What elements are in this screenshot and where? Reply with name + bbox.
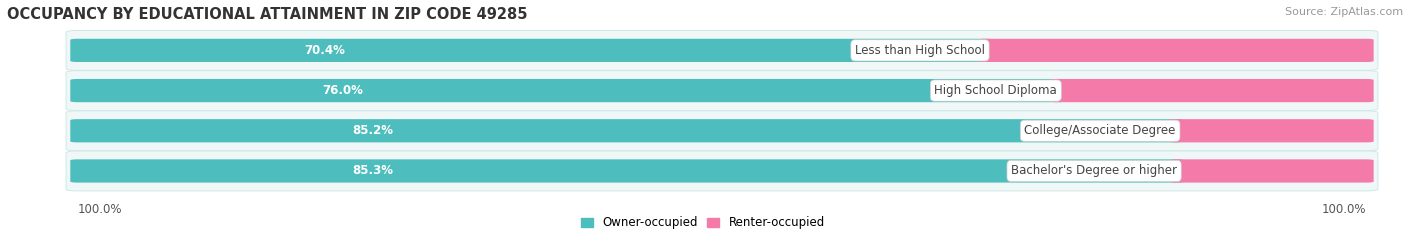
Text: 85.2%: 85.2% [352, 124, 392, 137]
Text: 100.0%: 100.0% [77, 203, 122, 216]
Text: Bachelor's Degree or higher: Bachelor's Degree or higher [1011, 164, 1177, 178]
Text: High School Diploma: High School Diploma [935, 84, 1057, 97]
Text: 85.3%: 85.3% [353, 164, 394, 178]
Text: 100.0%: 100.0% [1322, 203, 1367, 216]
Text: 14.8%: 14.8% [1128, 124, 1168, 137]
Text: 70.4%: 70.4% [304, 44, 344, 57]
Text: Less than High School: Less than High School [855, 44, 986, 57]
Text: 76.0%: 76.0% [322, 84, 363, 97]
Text: OCCUPANCY BY EDUCATIONAL ATTAINMENT IN ZIP CODE 49285: OCCUPANCY BY EDUCATIONAL ATTAINMENT IN Z… [7, 7, 527, 22]
Legend: Owner-occupied, Renter-occupied: Owner-occupied, Renter-occupied [579, 214, 827, 232]
Text: College/Associate Degree: College/Associate Degree [1025, 124, 1175, 137]
Text: 29.6%: 29.6% [936, 44, 979, 57]
Text: Source: ZipAtlas.com: Source: ZipAtlas.com [1285, 7, 1403, 17]
Text: 24.0%: 24.0% [1010, 84, 1050, 97]
Text: 14.7%: 14.7% [1129, 164, 1170, 178]
